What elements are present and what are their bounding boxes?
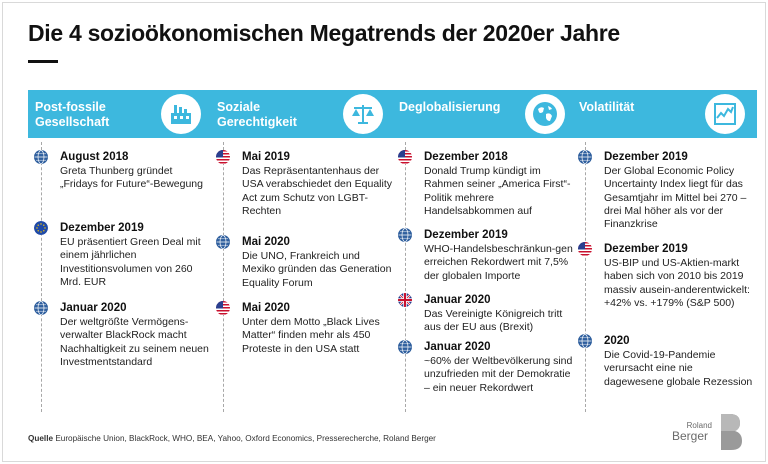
column-social-justice: Soziale Gerechtigkeit Mai 2019 Das Reprä…: [210, 90, 395, 420]
brand-logo-icon: [718, 412, 744, 457]
entry-date: Januar 2020: [424, 341, 491, 353]
brand-logo-text: Roland Berger: [672, 420, 712, 442]
entry-date: Dezember 2019: [424, 229, 508, 241]
entry-text: ~60% der Weltbevölkerung sind unzufriede…: [424, 355, 573, 394]
entry-text: US-BIP und US-Aktien-markt haben sich vo…: [604, 257, 750, 309]
entry-text: Die UNO, Frankreich und Mexiko gründen d…: [242, 250, 392, 289]
column-label: Deglobalisierung: [399, 100, 501, 114]
entry-date: Januar 2020: [60, 302, 127, 314]
entry-text: Greta Thunberg gründet „Fridays for Futu…: [60, 165, 203, 191]
logo-line-2: Berger: [672, 429, 709, 443]
globe-icon: [398, 228, 412, 242]
eu-flag-icon: [34, 221, 48, 235]
column-header: Post-fossile Gesellschaft: [28, 90, 213, 138]
column-header: Volatilität: [572, 90, 757, 138]
column-header: Deglobalisierung: [392, 90, 577, 138]
entry-date: Dezember 2019: [604, 151, 688, 163]
entry-date: Dezember 2019: [604, 243, 688, 255]
globe-icon: [578, 150, 592, 164]
entry-date: Dezember 2018: [424, 151, 508, 163]
factory-icon: [161, 94, 201, 134]
us-flag-icon: [578, 242, 592, 256]
entry-text: EU präsentiert Green Deal mit einem jähr…: [60, 236, 201, 288]
source-text: Europäische Union, BlackRock, WHO, BEA, …: [55, 434, 436, 443]
entry-date: Mai 2020: [242, 236, 290, 248]
source-note: Quelle Europäische Union, BlackRock, WHO…: [28, 434, 436, 443]
entry-text: Das Repräsentantenhaus der USA verabschi…: [242, 165, 393, 217]
timeline-line: [405, 142, 406, 412]
us-flag-icon: [216, 301, 230, 315]
column-label: Soziale Gerechtigkeit: [217, 100, 297, 129]
column-post-fossil: Post-fossile Gesellschaft August 2018 Gr…: [28, 90, 213, 420]
globe-icon: [525, 94, 565, 134]
entry-text: Der Global Economic Policy Uncertainty I…: [604, 165, 747, 231]
source-label: Quelle: [28, 434, 54, 443]
globe-icon: [34, 301, 48, 315]
entry-text: Das Vereinigte Königreich tritt aus der …: [424, 308, 563, 334]
entry-date: Mai 2019: [242, 151, 290, 163]
globe-icon: [578, 334, 592, 348]
column-header: Soziale Gerechtigkeit: [210, 90, 395, 138]
entry-text: Unter dem Motto „Black Lives Matter“ fin…: [242, 316, 380, 355]
entry-text: WHO-Handelsbeschränkun-gen erreichen Rek…: [424, 243, 573, 282]
logo-line-1: Roland: [686, 421, 712, 430]
timeline-line: [41, 142, 42, 412]
timeline-line: [223, 142, 224, 412]
entry-date: August 2018: [60, 151, 129, 163]
us-flag-icon: [216, 150, 230, 164]
globe-icon: [398, 340, 412, 354]
entry-text: Der weltgrößte Vermögens-verwalter Black…: [60, 316, 209, 368]
timeline-line: [585, 142, 586, 412]
entry-date: 2020: [604, 335, 630, 347]
column-volatility: Volatilität Dezember 2019 Der Global Eco…: [572, 90, 757, 420]
entry-date: Mai 2020: [242, 302, 290, 314]
scales-icon: [343, 94, 383, 134]
entry-date: Januar 2020: [424, 294, 491, 306]
entry-text: Die Covid-19-Pandemie verursacht eine ni…: [604, 349, 753, 388]
column-label: Volatilität: [579, 100, 635, 114]
us-flag-icon: [398, 150, 412, 164]
column-deglobalization: Deglobalisierung Dezember 2018 Donald Tr…: [392, 90, 577, 420]
globe-icon: [34, 150, 48, 164]
uk-flag-icon: [398, 293, 412, 307]
page-title: Die 4 sozioökonomischen Megatrends der 2…: [28, 20, 620, 46]
globe-icon: [216, 235, 230, 249]
title-underline: [28, 60, 58, 63]
entry-date: Dezember 2019: [60, 222, 144, 234]
entry-text: Donald Trump kündigt im Rahmen seiner „A…: [424, 165, 571, 217]
chart-icon: [705, 94, 745, 134]
column-label: Post-fossile Gesellschaft: [35, 100, 110, 129]
